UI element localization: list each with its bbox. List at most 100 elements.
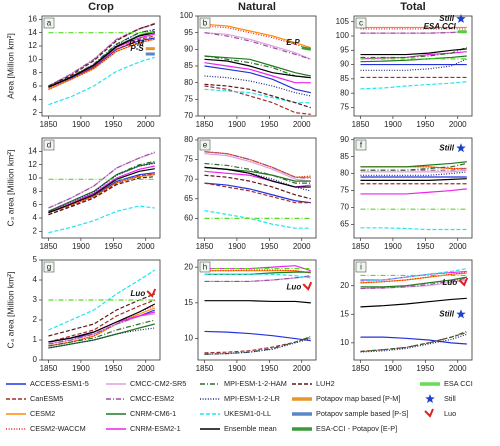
series-line bbox=[204, 32, 312, 60]
series-line bbox=[48, 151, 156, 209]
series-line bbox=[360, 58, 468, 71]
legend-label: MPI-ESM-1-2-HAM bbox=[224, 379, 287, 388]
y-tick-label: 4 bbox=[33, 94, 38, 103]
plot-area bbox=[360, 161, 467, 231]
y-tick-label: 90 bbox=[340, 60, 349, 69]
y-tick-label: 85 bbox=[340, 74, 349, 83]
panel-letter: h bbox=[203, 263, 207, 272]
series-line bbox=[204, 151, 311, 178]
panel: 65 70 75 80 85 90 1850 1900 1950 2000 Still f bbox=[340, 135, 473, 251]
y-tick-label: 80 bbox=[340, 169, 349, 178]
series-line bbox=[204, 182, 311, 204]
series-line bbox=[360, 336, 467, 345]
y-tick-label: 60 bbox=[184, 214, 193, 223]
series-line bbox=[360, 161, 467, 168]
panel-letter-box bbox=[199, 17, 211, 29]
y-tick-label: 5 bbox=[33, 255, 38, 264]
series-line bbox=[204, 265, 311, 272]
panel-letter-box bbox=[355, 17, 367, 29]
x-tick-label: 2000 bbox=[449, 242, 467, 251]
y-tick-label: 70 bbox=[340, 203, 349, 212]
x-tick-label: 2000 bbox=[449, 364, 467, 373]
series-line bbox=[360, 162, 467, 171]
x-tick-label: 2000 bbox=[449, 120, 467, 129]
legend-label: ESA CCI bbox=[444, 379, 473, 388]
y-tick-label: 100 bbox=[336, 31, 350, 40]
series-line bbox=[48, 32, 155, 88]
x-tick-label: 1950 bbox=[104, 120, 122, 129]
legend-label: CESM2 bbox=[30, 409, 55, 418]
x-tick-label: 2000 bbox=[137, 120, 155, 129]
series-line bbox=[204, 151, 311, 179]
plot-area bbox=[204, 151, 311, 229]
series-line bbox=[360, 333, 467, 353]
x-tick-label: 1950 bbox=[260, 120, 278, 129]
plot-area bbox=[48, 269, 156, 349]
legend: ACCESS-ESM1-5 CanESM5 CESM2 CESM2-WACCM CMCC… bbox=[6, 379, 473, 433]
panel-letter-box bbox=[43, 17, 55, 29]
x-tick-label: 1900 bbox=[72, 120, 90, 129]
y-axis-label: Area [Million km²] bbox=[5, 33, 15, 99]
series-line bbox=[48, 168, 155, 214]
column-title: Natural bbox=[238, 1, 276, 13]
y-tick-label: 10 bbox=[28, 173, 37, 182]
y-tick-label: 90 bbox=[340, 135, 349, 144]
star-marker bbox=[425, 394, 435, 404]
x-tick-label: 1950 bbox=[260, 242, 278, 251]
panel: 10 15 20 1850 1900 1950 2000 Luo h bbox=[184, 259, 317, 373]
y-tick-label: 80 bbox=[340, 88, 349, 97]
series-line bbox=[360, 279, 467, 290]
y-tick-label: 4 bbox=[33, 213, 38, 222]
annotation: P-M bbox=[129, 39, 144, 48]
series-line bbox=[360, 31, 467, 34]
legend-label: CNRM-ESM2-1 bbox=[130, 424, 181, 433]
plot-area bbox=[48, 22, 156, 106]
x-tick-label: 1900 bbox=[228, 242, 246, 251]
y-tick-label: 1 bbox=[33, 335, 38, 344]
series-line bbox=[204, 25, 311, 50]
x-tick-label: 1850 bbox=[196, 364, 214, 373]
y-tick-label: 75 bbox=[340, 186, 349, 195]
legend-label: Still bbox=[444, 394, 456, 403]
star-marker bbox=[456, 13, 466, 23]
star-marker bbox=[456, 143, 466, 153]
plot-area bbox=[48, 151, 156, 234]
x-tick-label: 1900 bbox=[384, 364, 402, 373]
series-line bbox=[360, 55, 467, 63]
y-tick-label: 8 bbox=[33, 186, 38, 195]
y-tick-label: 14 bbox=[28, 28, 37, 37]
y-tick-label: 10 bbox=[340, 338, 349, 347]
x-tick-label: 1850 bbox=[40, 364, 58, 373]
y-axis-label: C₃ area [Million km²] bbox=[5, 150, 15, 227]
series-line bbox=[204, 153, 311, 182]
y-tick-label: 3 bbox=[33, 295, 38, 304]
y-tick-label: 10 bbox=[28, 54, 37, 63]
x-tick-label: 2000 bbox=[137, 242, 155, 251]
x-tick-label: 1850 bbox=[352, 364, 370, 373]
series-line bbox=[204, 335, 312, 355]
series-line bbox=[360, 81, 467, 90]
y-tick-label: 65 bbox=[340, 220, 349, 229]
panel: C₄ area [Million km²] 0 1 2 3 4 5 1850 1900 1950 2… bbox=[5, 255, 161, 373]
plot-area bbox=[360, 26, 468, 90]
legend-label: ESA-CCI - Potapov [E-P] bbox=[316, 424, 397, 433]
x-tick-label: 1850 bbox=[196, 120, 214, 129]
plot-area bbox=[204, 23, 312, 115]
annotation: Luo bbox=[131, 289, 146, 298]
series-line bbox=[48, 23, 155, 87]
x-tick-label: 2000 bbox=[293, 120, 311, 129]
panel-letter: i bbox=[360, 263, 362, 272]
x-tick-label: 1950 bbox=[416, 364, 434, 373]
y-tick-label: 75 bbox=[184, 94, 193, 103]
panel-letter-box bbox=[43, 139, 55, 151]
y-tick-label: 4 bbox=[33, 275, 38, 284]
x-tick-label: 1850 bbox=[196, 242, 214, 251]
series-line bbox=[48, 162, 155, 212]
legend-label: CESM2-WACCM bbox=[30, 424, 86, 433]
series-line bbox=[204, 88, 311, 104]
tick-marker bbox=[458, 277, 469, 287]
series-line bbox=[48, 38, 155, 90]
panel-letter: g bbox=[47, 263, 51, 272]
x-tick-label: 1850 bbox=[40, 120, 58, 129]
